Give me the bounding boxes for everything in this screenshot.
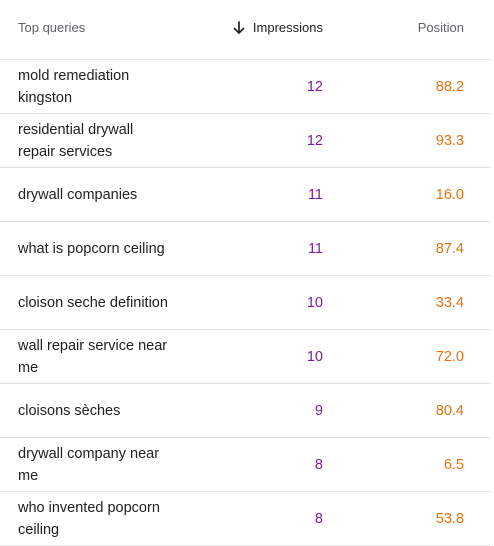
impressions-value: 12 bbox=[306, 132, 323, 149]
query-text: what is popcorn ceiling bbox=[18, 240, 165, 257]
impressions-header-label: Impressions bbox=[252, 20, 323, 35]
table-row[interactable]: drywall companies 11 16.0 bbox=[0, 168, 490, 222]
column-header-top-queries[interactable]: Top queries bbox=[18, 20, 86, 35]
query-text: wall repair service near me bbox=[18, 337, 168, 376]
column-header-impressions[interactable]: Impressions bbox=[232, 20, 323, 36]
position-value: 87.4 bbox=[435, 240, 464, 257]
position-value: 6.5 bbox=[443, 456, 464, 473]
table-row[interactable]: wall repair service near me 10 72.0 bbox=[0, 330, 490, 384]
table-row[interactable]: residential drywall repair services 12 9… bbox=[0, 114, 490, 168]
query-text: drywall company near me bbox=[18, 445, 160, 484]
impressions-value: 10 bbox=[306, 294, 323, 311]
table-row[interactable]: mold remediation kingston 12 88.2 bbox=[0, 60, 490, 114]
query-text: drywall companies bbox=[18, 186, 138, 203]
position-value: 33.4 bbox=[435, 294, 464, 311]
impressions-value: 8 bbox=[314, 510, 323, 527]
impressions-value: 10 bbox=[306, 348, 323, 365]
impressions-value: 8 bbox=[314, 456, 323, 473]
query-text: who invented popcorn ceiling bbox=[18, 499, 160, 538]
query-text: residential drywall repair services bbox=[18, 121, 134, 160]
position-value: 16.0 bbox=[435, 186, 464, 203]
impressions-value: 11 bbox=[307, 240, 323, 257]
position-value: 80.4 bbox=[435, 402, 464, 419]
query-text: cloisons sèches bbox=[18, 402, 121, 419]
position-value: 53.8 bbox=[435, 510, 464, 527]
position-value: 88.2 bbox=[435, 78, 464, 95]
impressions-value: 12 bbox=[306, 78, 323, 95]
column-header-position[interactable]: Position bbox=[417, 20, 464, 35]
table-row[interactable]: what is popcorn ceiling 11 87.4 bbox=[0, 222, 490, 276]
position-value: 93.3 bbox=[435, 132, 464, 149]
query-text: mold remediation kingston bbox=[18, 67, 130, 106]
table-row[interactable]: who invented popcorn ceiling 8 53.8 bbox=[0, 492, 490, 546]
impressions-value: 9 bbox=[314, 402, 323, 419]
impressions-value: 11 bbox=[307, 186, 323, 203]
arrow-down-icon bbox=[233, 21, 245, 34]
table-header: Top queries Impressions Position bbox=[0, 0, 490, 60]
query-text: cloison seche definition bbox=[18, 294, 168, 311]
position-value: 72.0 bbox=[435, 348, 464, 365]
table-row[interactable]: drywall company near me 8 6.5 bbox=[0, 438, 490, 492]
table-row[interactable]: cloison seche definition 10 33.4 bbox=[0, 276, 490, 330]
table-row[interactable]: cloisons sèches 9 80.4 bbox=[0, 384, 490, 438]
